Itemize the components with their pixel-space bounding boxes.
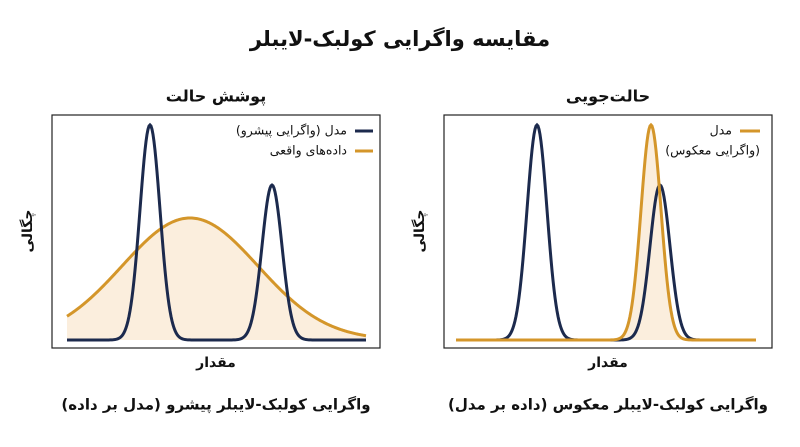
caption: واگرایی کولبک-لایبلر معکوس (داده بر مدل) xyxy=(448,396,768,414)
legend-label: مدل (واگرایی پیشرو) xyxy=(236,123,347,139)
title: مقایسه واگرایی کولبک-لایبلر xyxy=(249,26,550,51)
curve xyxy=(456,122,756,342)
curve xyxy=(66,216,367,338)
legend-note: (واگرایی معکوس) xyxy=(665,143,760,159)
x-label: مقدار xyxy=(195,355,236,371)
curves xyxy=(66,122,367,342)
panel-title: پوشش حالت xyxy=(166,87,266,107)
caption: واگرایی کولبک-لایبلر پیشرو (مدل بر داده) xyxy=(61,396,370,415)
legend-label: مدل xyxy=(710,123,732,138)
curve xyxy=(67,122,366,342)
panel-title: حالت‌جویی xyxy=(566,87,650,106)
y-label: چگالی xyxy=(411,210,428,253)
x-label: مقدار xyxy=(587,355,628,371)
panel-frame xyxy=(51,114,381,349)
curves xyxy=(456,122,756,342)
panel-frame xyxy=(443,114,773,349)
y-label: چگالی xyxy=(19,210,36,253)
legend-label: داده‌های واقعی xyxy=(270,143,347,159)
